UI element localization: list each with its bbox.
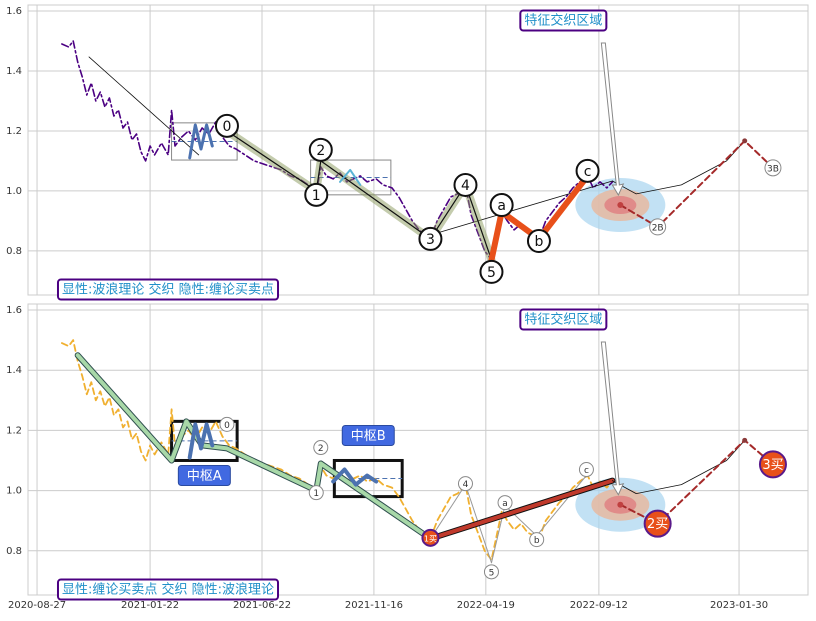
y-tick-label: 0.8 <box>6 546 22 557</box>
series-line <box>88 56 200 156</box>
pivot-label: 4 <box>463 480 469 490</box>
pivot-label: 3 <box>426 232 435 248</box>
signal-label: 3买 <box>762 458 783 473</box>
pivot-label: 1 <box>312 188 321 204</box>
series-marker <box>742 138 748 144</box>
series-line <box>612 140 746 195</box>
annotation-box <box>519 9 608 32</box>
pivot-marker <box>479 259 504 284</box>
pivot-marker <box>453 172 478 197</box>
annotation-box <box>56 278 280 301</box>
series-line <box>339 168 362 186</box>
arrow <box>600 42 625 197</box>
signal-marker <box>649 218 667 236</box>
signal-label: 2买 <box>647 517 668 532</box>
plot-area <box>27 4 809 296</box>
pivot-marker <box>304 182 329 207</box>
signal-marker <box>758 450 787 479</box>
y-tick-label: 1.0 <box>6 186 22 197</box>
arrow <box>600 341 625 496</box>
pivot-marker <box>497 495 513 511</box>
y-tick-label: 1.2 <box>6 425 22 436</box>
y-tick-label: 0.8 <box>6 246 22 257</box>
pivot-label: a <box>502 499 508 509</box>
pivot-marker <box>489 193 514 218</box>
pivot-label: b <box>535 234 544 250</box>
pivot-marker <box>483 564 499 580</box>
series-line <box>488 172 591 263</box>
x-tick-label: 2022-09-12 <box>570 600 628 611</box>
series-line <box>226 130 493 261</box>
zone-label-bg <box>177 464 231 486</box>
pivot-label: 2 <box>316 143 325 159</box>
pivot-label: 1 <box>313 489 319 499</box>
focus-point <box>617 501 624 508</box>
y-tick-label: 1.4 <box>6 365 22 376</box>
annotation-box <box>519 308 608 331</box>
y-tick-label: 1.0 <box>6 486 22 497</box>
pivot-label: 5 <box>487 265 496 281</box>
focus-point <box>617 202 624 209</box>
pivot-label: a <box>497 198 506 214</box>
plot-area <box>27 303 809 596</box>
y-tick-label: 1.4 <box>6 66 22 77</box>
x-tick-label: 2021-11-16 <box>345 600 403 611</box>
x-tick-label: 2021-06-22 <box>233 600 291 611</box>
pivot-label: 0 <box>222 119 231 135</box>
zone-label: 中枢A <box>187 469 222 484</box>
series-line <box>429 475 587 564</box>
x-tick-label: 2022-04-19 <box>457 600 515 611</box>
series-line <box>331 467 379 487</box>
annotation-box <box>56 578 280 601</box>
signal-label: 3B <box>767 164 779 174</box>
annotation: 显性:缠论买卖点 交织 隐性:波浪理论 <box>62 582 274 598</box>
pivot-marker <box>578 462 594 478</box>
series-line <box>61 339 614 561</box>
pivot-marker <box>575 158 600 183</box>
pivot-marker <box>308 137 333 162</box>
series-line <box>187 422 215 460</box>
x-tick-label: 2021-01-22 <box>121 600 179 611</box>
pivot-marker <box>308 485 324 501</box>
zone-label-bg <box>341 424 395 446</box>
series-line <box>188 123 214 160</box>
pivot-marker <box>529 532 545 548</box>
y-tick-label: 1.6 <box>6 6 22 17</box>
annotation: 特征交织区域 <box>524 312 602 328</box>
series-line <box>612 439 746 494</box>
signal-marker <box>764 159 782 177</box>
series-line <box>619 439 774 525</box>
pivot-label: 0 <box>224 421 230 431</box>
y-tick-label: 1.2 <box>6 126 22 137</box>
pivot-marker <box>457 476 473 492</box>
signal-label: 2B <box>652 223 664 233</box>
pivot-label: c <box>584 164 592 180</box>
annotation: 显性:波浪理论 交织 隐性:缠论买卖点 <box>62 282 274 298</box>
y-tick-label: 1.6 <box>6 305 22 316</box>
signal-marker <box>643 509 672 538</box>
pivot-marker <box>219 416 235 432</box>
series-line <box>75 353 433 541</box>
annotation: 特征交织区域 <box>524 13 602 29</box>
pivot-marker <box>214 113 239 138</box>
pivot-marker <box>418 226 443 251</box>
series-line <box>430 180 613 236</box>
pivot-label: 5 <box>489 568 495 578</box>
pivot-label: b <box>534 536 540 546</box>
series-line <box>619 139 774 228</box>
pivot-label: c <box>584 466 589 476</box>
series-line <box>428 478 615 541</box>
x-tick-label: 2023-01-30 <box>710 600 768 611</box>
pivot-label: 4 <box>461 178 470 194</box>
pivot-marker <box>313 440 329 456</box>
signal-marker <box>421 528 440 547</box>
series-marker <box>742 437 748 443</box>
pivot-label: 2 <box>318 444 324 454</box>
signal-label: 1买 <box>424 534 437 543</box>
pivot-marker <box>526 229 551 254</box>
zone-label: 中枢B <box>351 429 386 444</box>
x-tick-label: 2020-08-27 <box>8 600 66 611</box>
